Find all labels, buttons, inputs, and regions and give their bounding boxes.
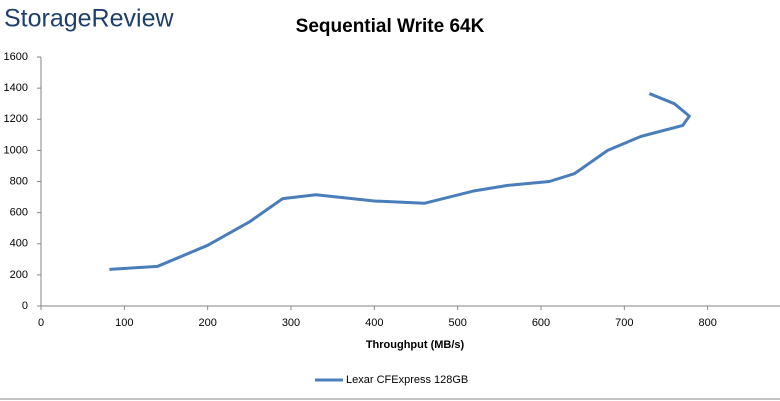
y-tick-label: 200 <box>10 269 28 281</box>
x-tick-label: 0 <box>38 317 44 329</box>
y-tick-label: 800 <box>10 175 28 187</box>
x-tick-label: 500 <box>448 317 466 329</box>
y-tick-label: 600 <box>10 207 28 219</box>
chart-title: Sequential Write 64K <box>296 16 485 37</box>
x-tick-label: 800 <box>698 317 716 329</box>
x-axis-label: Throughput (MB/s) <box>366 339 465 351</box>
brand-logo: StorageReview <box>4 5 174 33</box>
x-tick-label: 600 <box>532 317 550 329</box>
series-line <box>109 92 691 271</box>
x-tick-label: 200 <box>198 317 216 329</box>
y-tick-label: 1600 <box>4 51 28 63</box>
x-tick-label: 700 <box>615 317 633 329</box>
y-tick-label: 0 <box>22 300 28 312</box>
y-tick-label: 1400 <box>4 82 28 94</box>
y-tick-label: 1000 <box>4 144 28 156</box>
y-tick-label: 400 <box>10 238 28 250</box>
x-tick-label: 100 <box>115 317 133 329</box>
x-tick-label: 400 <box>365 317 383 329</box>
y-tick-label: 1200 <box>4 113 28 125</box>
x-tick-label: 300 <box>282 317 300 329</box>
legend-label: Lexar CFExpress 128GB <box>346 374 468 386</box>
